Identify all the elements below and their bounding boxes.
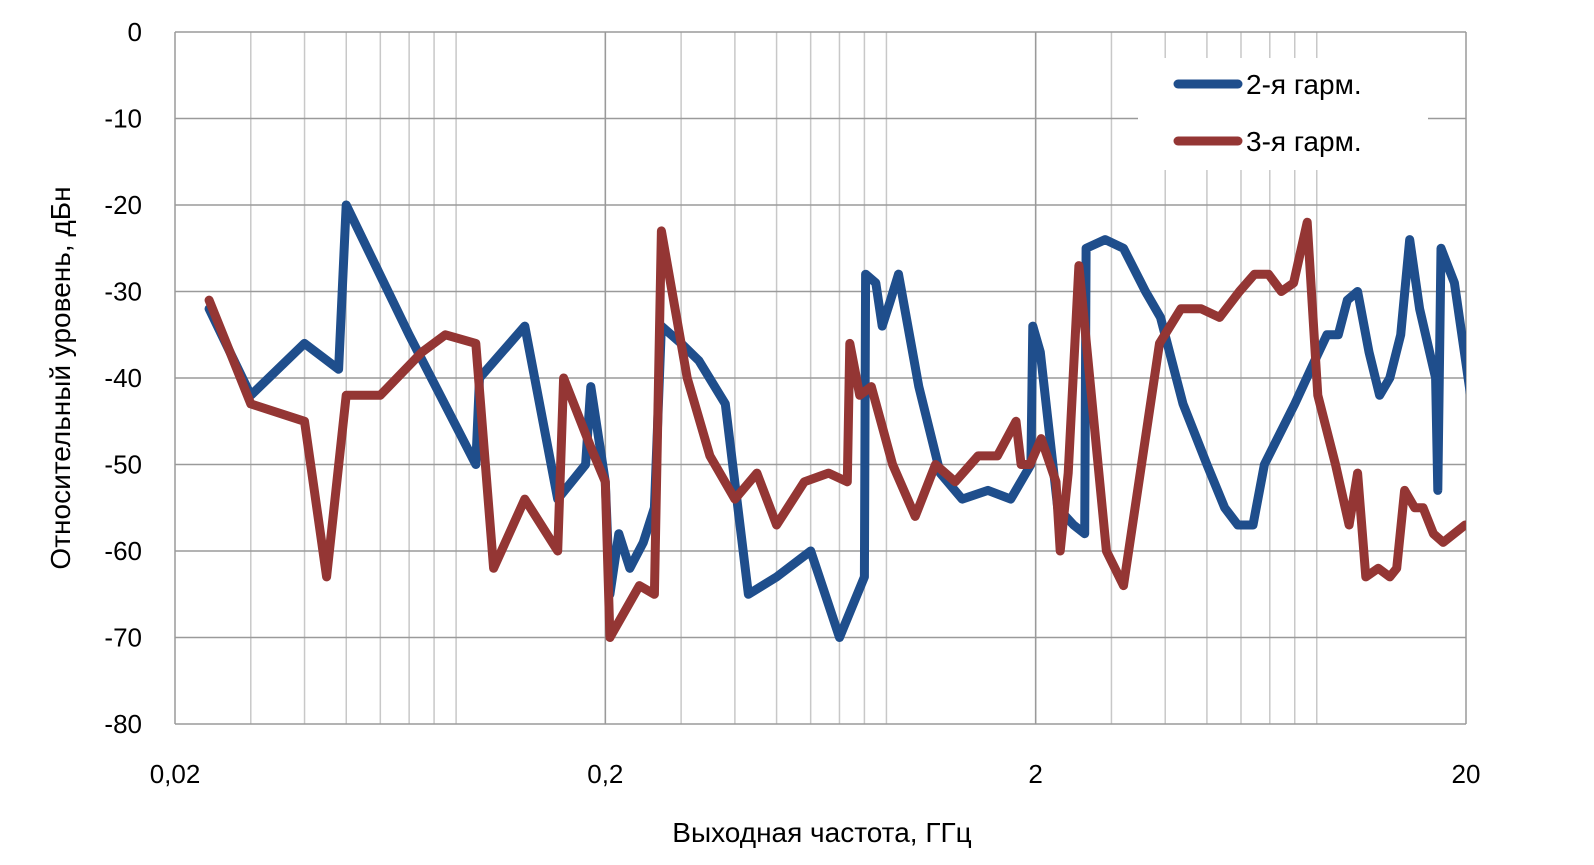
major-gridlines	[174, 31, 1467, 725]
legend: 2-я гарм. 3-я гарм.	[1138, 58, 1428, 170]
y-tick-label: -20	[104, 190, 142, 220]
y-tick-label: -50	[104, 450, 142, 480]
y-tick-label: -30	[104, 277, 142, 307]
x-axis-ticks: 0,02 0,2 2 20	[150, 759, 1481, 789]
x-axis-title: Выходная частота, ГГц	[672, 817, 971, 848]
x-tick-label: 0,02	[150, 759, 201, 789]
y-axis-title: Относительный уровень, дБн	[45, 186, 76, 569]
y-tick-label: -10	[104, 104, 142, 134]
legend-background	[1138, 58, 1428, 170]
y-tick-label: -60	[104, 536, 142, 566]
y-tick-label: -40	[104, 363, 142, 393]
y-tick-label: -70	[104, 623, 142, 653]
x-tick-label: 20	[1452, 759, 1481, 789]
legend-label-2nd-harmonic: 2-я гарм.	[1246, 69, 1362, 100]
series-layer	[204, 200, 1466, 642]
y-tick-label: -80	[104, 709, 142, 739]
y-axis-ticks: 0 -10 -20 -30 -40 -50 -60 -70 -80	[104, 17, 142, 739]
y-tick-label: 0	[128, 17, 142, 47]
legend-label-3rd-harmonic: 3-я гарм.	[1246, 126, 1362, 157]
x-tick-label: 0,2	[587, 759, 623, 789]
x-tick-label: 2	[1028, 759, 1042, 789]
series-line-3rd-harmonic	[204, 217, 1466, 642]
